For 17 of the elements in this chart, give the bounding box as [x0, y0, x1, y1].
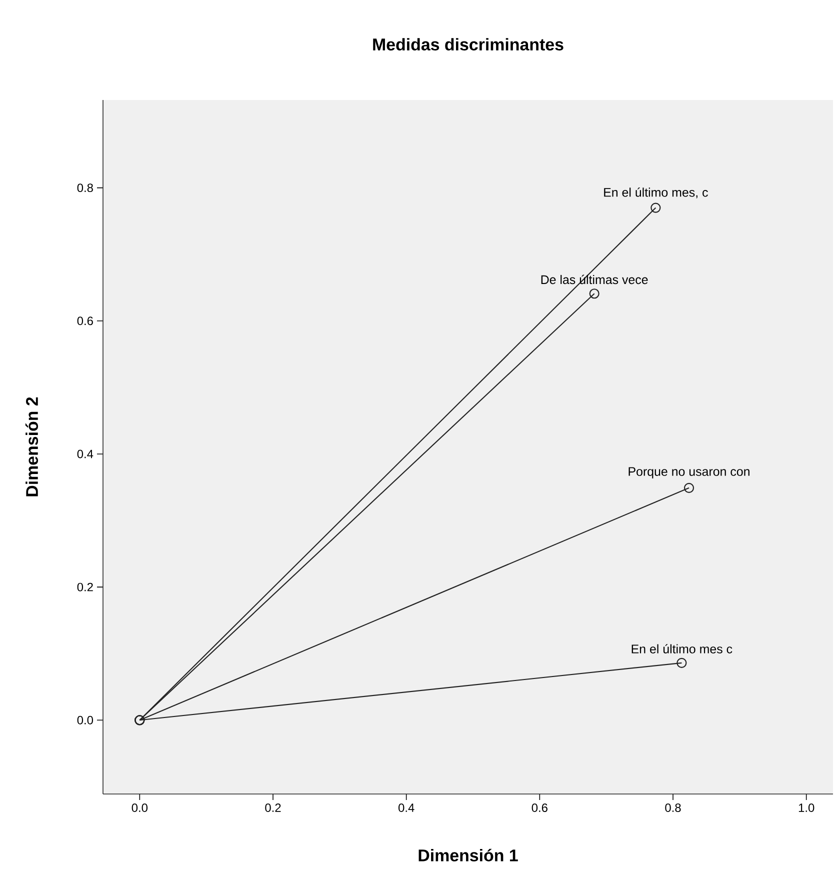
chart-title: Medidas discriminantes: [373, 38, 564, 51]
x-tick-label: 0.2: [265, 804, 281, 812]
x-tick-label: 0.8: [665, 804, 681, 812]
y-tick-label: 0.2: [77, 582, 93, 592]
annotation: En el último mes, c: [604, 188, 708, 198]
x-tick-label: 0.4: [398, 804, 414, 812]
x-axis-title: Dimensión 1: [418, 848, 518, 862]
y-tick-label: 0.6: [77, 316, 93, 326]
annotation: En el último mes c: [632, 644, 732, 654]
y-tick-label: 0.4: [77, 450, 94, 458]
annotation: Porque no usaron con: [628, 467, 750, 478]
x-tick-label: 1.0: [798, 804, 814, 812]
y-tick-label: 0.0: [77, 716, 94, 724]
y-tick-label: 0.8: [77, 184, 93, 192]
x-tick-label: 0.0: [132, 804, 148, 812]
y-axis-title: Dimensión 2: [25, 397, 38, 496]
x-tick-label: 0.6: [532, 804, 548, 812]
